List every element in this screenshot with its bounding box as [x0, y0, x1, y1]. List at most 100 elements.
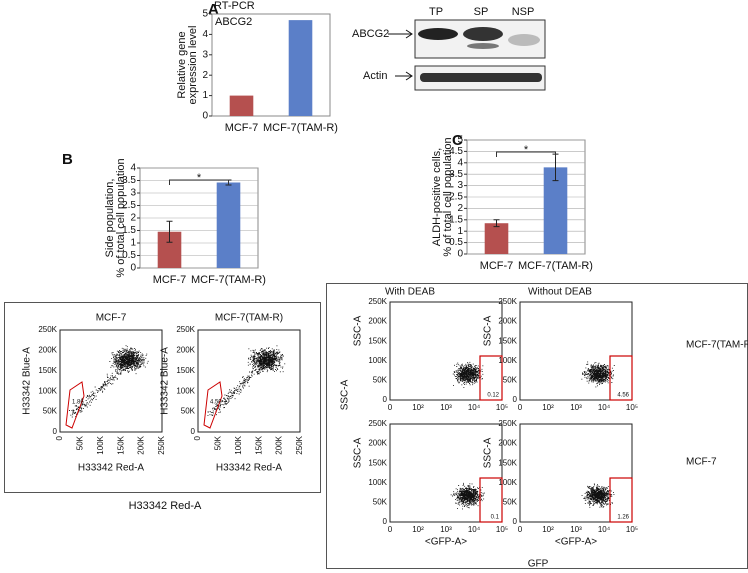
- x-tick-label: 10³: [570, 525, 582, 534]
- y-axis-title: % of total cell population: [442, 137, 454, 256]
- panel-letter: A: [208, 1, 219, 18]
- x-tick-label: 150K: [116, 435, 125, 454]
- bar: [216, 182, 241, 268]
- plot-frame: [519, 423, 633, 523]
- y-tick-label: 100K: [368, 356, 387, 365]
- y-tick-label: 50K: [503, 376, 518, 385]
- y-tick-label: 200K: [176, 346, 195, 355]
- error-bar: [166, 220, 173, 243]
- significance-star: *: [197, 172, 202, 184]
- y-tick-label: 4: [202, 29, 208, 40]
- y-tick-label: 0: [457, 249, 463, 260]
- y-tick-label: 0: [191, 427, 196, 436]
- panel-letter: B: [62, 151, 73, 168]
- y-tick-label: 5: [457, 135, 463, 146]
- y-axis-title: expression level: [187, 26, 199, 105]
- band-label: ABCG2: [352, 28, 389, 40]
- x-tick-label: 10⁴: [468, 403, 481, 412]
- y-tick-label: 4: [457, 157, 463, 168]
- band-label: Actin: [363, 70, 387, 82]
- x-tick-label: 10²: [542, 525, 554, 534]
- bar: [288, 20, 313, 116]
- y-tick-label: 150K: [498, 458, 517, 467]
- y-axis-title: % of total cell population: [115, 158, 127, 277]
- y-tick-label: 250K: [38, 325, 57, 334]
- y-axis-title: H33342 Blue-A: [160, 347, 171, 415]
- y-tick-label: 50K: [181, 407, 196, 416]
- band: [467, 43, 499, 49]
- y-tick-label: 250K: [176, 325, 195, 334]
- x-tick-label: 250K: [295, 435, 304, 454]
- event-cloud: [581, 483, 615, 508]
- y-axis-title: H33342 Blue-A: [22, 347, 33, 415]
- plot-frame: [389, 301, 503, 401]
- axis-title: GFP: [528, 559, 549, 570]
- gate: [65, 381, 85, 429]
- x-tick-label: 100K: [234, 435, 243, 454]
- x-tick-label: MCF-7(TAM-R): [191, 274, 266, 286]
- x-tick-label: 0: [518, 403, 523, 412]
- y-tick-label: 2: [457, 203, 463, 214]
- y-tick-label: 250K: [368, 419, 387, 428]
- arrow: [388, 29, 413, 81]
- y-tick-label: 2.5: [122, 200, 136, 211]
- y-tick-label: 2.5: [449, 192, 463, 203]
- y-tick-label: 0.5: [449, 237, 463, 248]
- y-tick-label: 1.5: [122, 225, 136, 236]
- x-tick-label: 10³: [440, 403, 452, 412]
- x-axis-title: H33342 Red-A: [216, 463, 282, 474]
- row-label: MCF-7(TAM-R): [686, 340, 748, 351]
- y-tick-label: 100K: [176, 386, 195, 395]
- significance-bracket: [169, 179, 229, 185]
- plot-title: MCF-7: [96, 313, 127, 324]
- x-tick-label: 10³: [440, 525, 452, 534]
- x-tick-label: 50K: [76, 435, 85, 450]
- gate-value: 0.1: [491, 515, 500, 521]
- x-axis-title: <GFP-A>: [425, 537, 467, 548]
- band: [463, 27, 503, 41]
- y-tick-label: 100K: [38, 386, 57, 395]
- gate: [609, 477, 633, 523]
- x-axis-title: <GFP-A>: [555, 537, 597, 548]
- bar: [484, 223, 509, 254]
- x-tick-label: 50K: [214, 435, 223, 450]
- lane-label: NSP: [512, 6, 535, 18]
- significance-star: *: [524, 144, 529, 156]
- x-tick-label: 10⁴: [468, 525, 481, 534]
- y-tick-label: 1: [202, 90, 208, 101]
- y-tick-label: 0: [130, 263, 136, 274]
- y-tick-label: 0: [383, 517, 388, 526]
- y-tick-label: 200K: [498, 317, 517, 326]
- band: [418, 28, 458, 40]
- x-tick-label: 200K: [137, 435, 146, 454]
- y-tick-label: 0: [202, 111, 208, 122]
- y-axis-title: SSC-A: [353, 315, 364, 346]
- y-tick-label: 2: [202, 70, 208, 81]
- x-tick-label: 10³: [570, 403, 582, 412]
- significance-bracket: [496, 151, 556, 157]
- y-tick-label: 250K: [368, 297, 387, 306]
- y-tick-label: 1: [457, 226, 463, 237]
- y-tick-label: 3: [130, 188, 136, 199]
- x-tick-label: 10⁵: [626, 525, 638, 534]
- plot-frame: [519, 301, 633, 401]
- y-tick-label: 200K: [498, 439, 517, 448]
- gate-value: 0.12: [487, 393, 499, 399]
- x-tick-label: 10²: [412, 403, 424, 412]
- y-tick-label: 0: [383, 395, 388, 404]
- x-tick-label: 10⁴: [598, 525, 611, 534]
- y-axis-title: ALDH-positive cells,: [431, 148, 443, 246]
- x-tick-label: 0: [388, 403, 393, 412]
- axis-title: SSC-A: [340, 379, 351, 410]
- x-tick-label: 10²: [542, 403, 554, 412]
- column-title: With DEAB: [385, 287, 435, 298]
- band: [420, 73, 542, 82]
- event-cloud: [207, 345, 286, 416]
- row-label: MCF-7: [686, 457, 717, 468]
- event-cloud: [450, 482, 485, 510]
- lane-label: TP: [429, 6, 443, 18]
- event-cloud: [69, 345, 149, 418]
- x-tick-label: 0: [388, 525, 393, 534]
- y-tick-label: 5: [202, 9, 208, 20]
